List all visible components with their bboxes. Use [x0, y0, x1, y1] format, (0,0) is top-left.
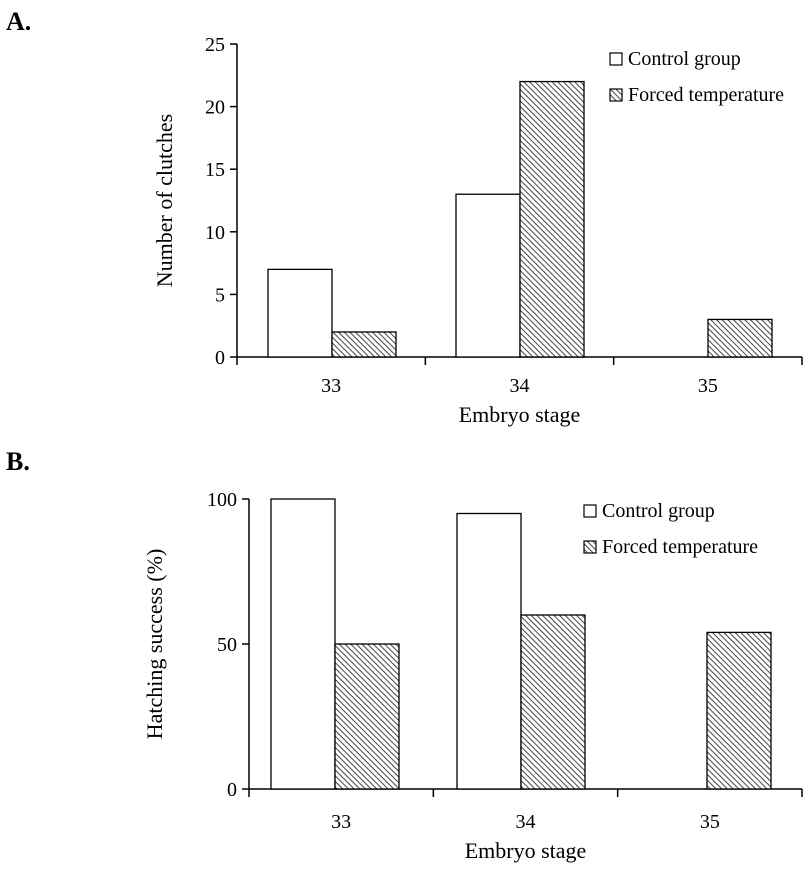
legend-swatch-b-forced: [583, 540, 597, 554]
bar-a-forced-33: [331, 331, 397, 358]
chart-a-plot: 0 5 10 15 20 25 33 34 35 Embryo stage Number of cl…: [152, 34, 803, 427]
x-tick-label-a: 35: [698, 375, 718, 397]
legend-swatch-a-forced: [609, 88, 623, 102]
y-tick-label-b: 0: [227, 779, 237, 801]
legend-label-b-forced: Forced temperature: [602, 536, 758, 558]
legend-swatch-b-control: [583, 504, 597, 518]
x-tick-label-b: 34: [516, 811, 536, 833]
y-tick-label-a: 20: [205, 97, 225, 119]
bar-b-forced-34: [520, 614, 586, 790]
chart-a: A. 0 5 10 15 20 25 33 34 35 Embryo stage Number of…: [6, 7, 803, 427]
bar-b-forced-35: [706, 631, 772, 790]
bar-a-forced-35: [707, 318, 773, 358]
bar-a-control-33: [267, 268, 333, 358]
x-tick-label-b: 33: [331, 811, 351, 833]
bar-b-control-33: [270, 498, 336, 790]
chart-b: B. 0 50 100 33 34 35 Embryo stage Hatching succ…: [6, 447, 803, 863]
bar-a-forced-34: [519, 80, 585, 358]
bar-b-control-34: [456, 512, 522, 790]
panel-label-b: B.: [6, 447, 30, 476]
y-tick-label-b: 50: [217, 634, 237, 656]
legend-swatch-a-control: [609, 52, 623, 66]
legend-label-a-control: Control group: [628, 48, 741, 70]
chart-b-legend: Control group Forced temperature: [583, 500, 758, 558]
legend-label-b-control: Control group: [602, 500, 715, 522]
y-tick-label-b: 100: [207, 489, 237, 511]
x-axis-label-a: Embryo stage: [459, 402, 581, 427]
x-tick-label-a: 34: [510, 375, 530, 397]
panel-label-a: A.: [6, 7, 31, 36]
y-tick-label-a: 5: [215, 284, 225, 306]
chart-b-plot: 0 50 100 33 34 35 Embryo stage Hatching success…: [142, 489, 803, 863]
y-tick-label-a: 10: [205, 222, 225, 244]
y-tick-label-a: 15: [205, 159, 225, 181]
bar-a-control-34: [455, 193, 521, 358]
legend-label-a-forced: Forced temperature: [628, 84, 784, 106]
bar-b-forced-33: [334, 643, 400, 790]
y-axis-label-a: Number of clutches: [152, 114, 177, 288]
x-tick-label-a: 33: [321, 375, 341, 397]
y-tick-label-a: 0: [215, 347, 225, 369]
chart-a-legend: Control group Forced temperature: [609, 48, 784, 106]
y-tick-label-a: 25: [205, 34, 225, 56]
y-axis-label-b: Hatching success (%): [142, 549, 167, 740]
x-tick-label-b: 35: [700, 811, 720, 833]
x-axis-label-b: Embryo stage: [465, 838, 587, 863]
